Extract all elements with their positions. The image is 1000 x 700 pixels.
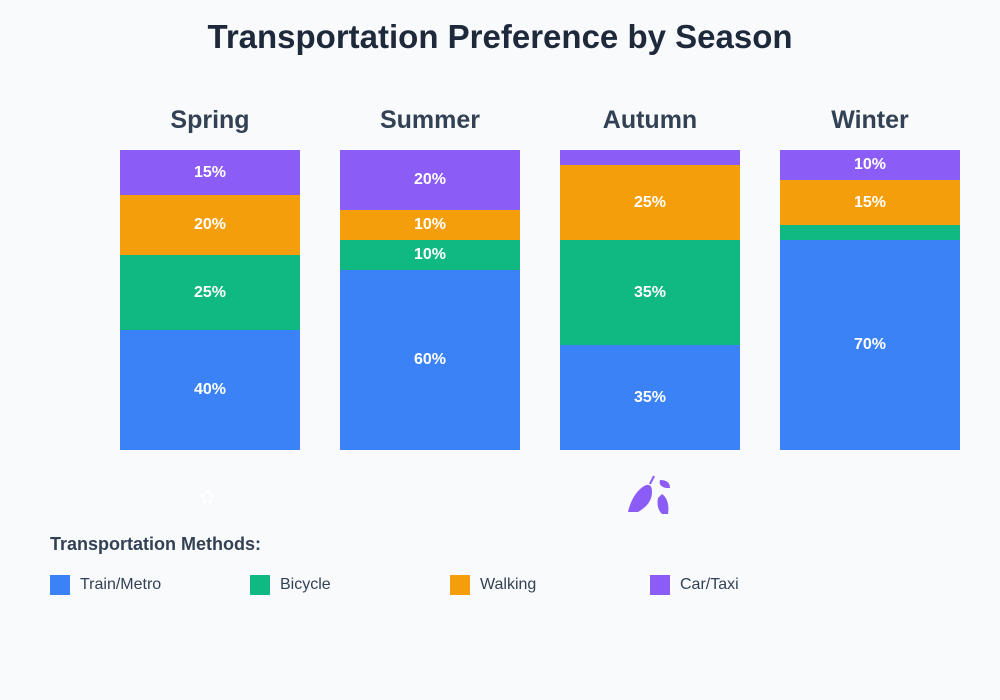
bar-segment-winter-walking: 15% — [780, 180, 960, 225]
data-label: 20% — [193, 216, 227, 233]
legend-label: Train/Metro — [80, 576, 162, 593]
data-label: 25% — [633, 193, 667, 211]
legend-label: Car/Taxi — [680, 576, 739, 593]
bar-segment-spring-walking: 20% — [120, 195, 300, 255]
legend-swatch — [450, 575, 470, 595]
legend-item: Train/Metro — [50, 575, 161, 595]
bar-segment-winter-train-metro: 70% — [780, 240, 960, 450]
flower-icon: ✿ — [199, 487, 216, 509]
legend-item: Walking — [450, 575, 536, 595]
data-label: 10% — [853, 156, 887, 173]
data-label: 70% — [853, 336, 887, 353]
bar-segment-autumn-bicycle: 35% — [560, 240, 740, 345]
legend-swatch — [50, 575, 70, 595]
bar-segment-spring-bicycle: 25% — [120, 255, 300, 330]
legend-swatch — [650, 575, 670, 595]
legend-label: Bicycle — [280, 576, 331, 593]
data-label: 35% — [633, 283, 667, 301]
legend-swatch — [250, 575, 270, 595]
bar-segment-spring-train-metro: 40% — [120, 330, 300, 450]
data-label: 25% — [193, 283, 227, 301]
bar-segment-winter-car-taxi: 10% — [780, 150, 960, 180]
bar-segment-autumn-train-metro: 35% — [560, 345, 740, 450]
data-label: 15% — [853, 193, 887, 211]
bar-segment-summer-car-taxi: 20% — [340, 150, 520, 210]
legend-item: Bicycle — [250, 575, 331, 595]
legend-item: Car/Taxi — [650, 575, 739, 595]
bar-segment-summer-bicycle: 10% — [340, 240, 520, 270]
data-label: 10% — [413, 246, 447, 263]
bar-segment-summer-walking: 10% — [340, 210, 520, 240]
bar-segment-autumn-car-taxi — [560, 150, 740, 165]
data-label: 10% — [413, 216, 447, 233]
fallen-leaves-icon — [628, 475, 670, 514]
bar-segment-autumn-walking: 25% — [560, 165, 740, 240]
bar-segment-spring-car-taxi: 15% — [120, 150, 300, 195]
season-label: Winter — [831, 106, 909, 134]
legend-label: Walking — [480, 576, 537, 593]
legend-title: Transportation Methods: — [50, 534, 261, 554]
data-label: 40% — [193, 381, 227, 398]
season-label: Autumn — [602, 106, 698, 134]
bar-segment-summer-train-metro: 60% — [340, 270, 520, 450]
data-label: 60% — [413, 351, 447, 368]
data-label: 20% — [413, 171, 447, 188]
season-label: Spring — [170, 106, 250, 134]
chart-title: Transportation Preference by Season — [207, 18, 793, 55]
bar-segment-winter-bicycle — [780, 225, 960, 240]
data-label: 35% — [633, 388, 667, 406]
season-label: Summer — [379, 106, 481, 134]
data-label: 15% — [193, 163, 227, 181]
